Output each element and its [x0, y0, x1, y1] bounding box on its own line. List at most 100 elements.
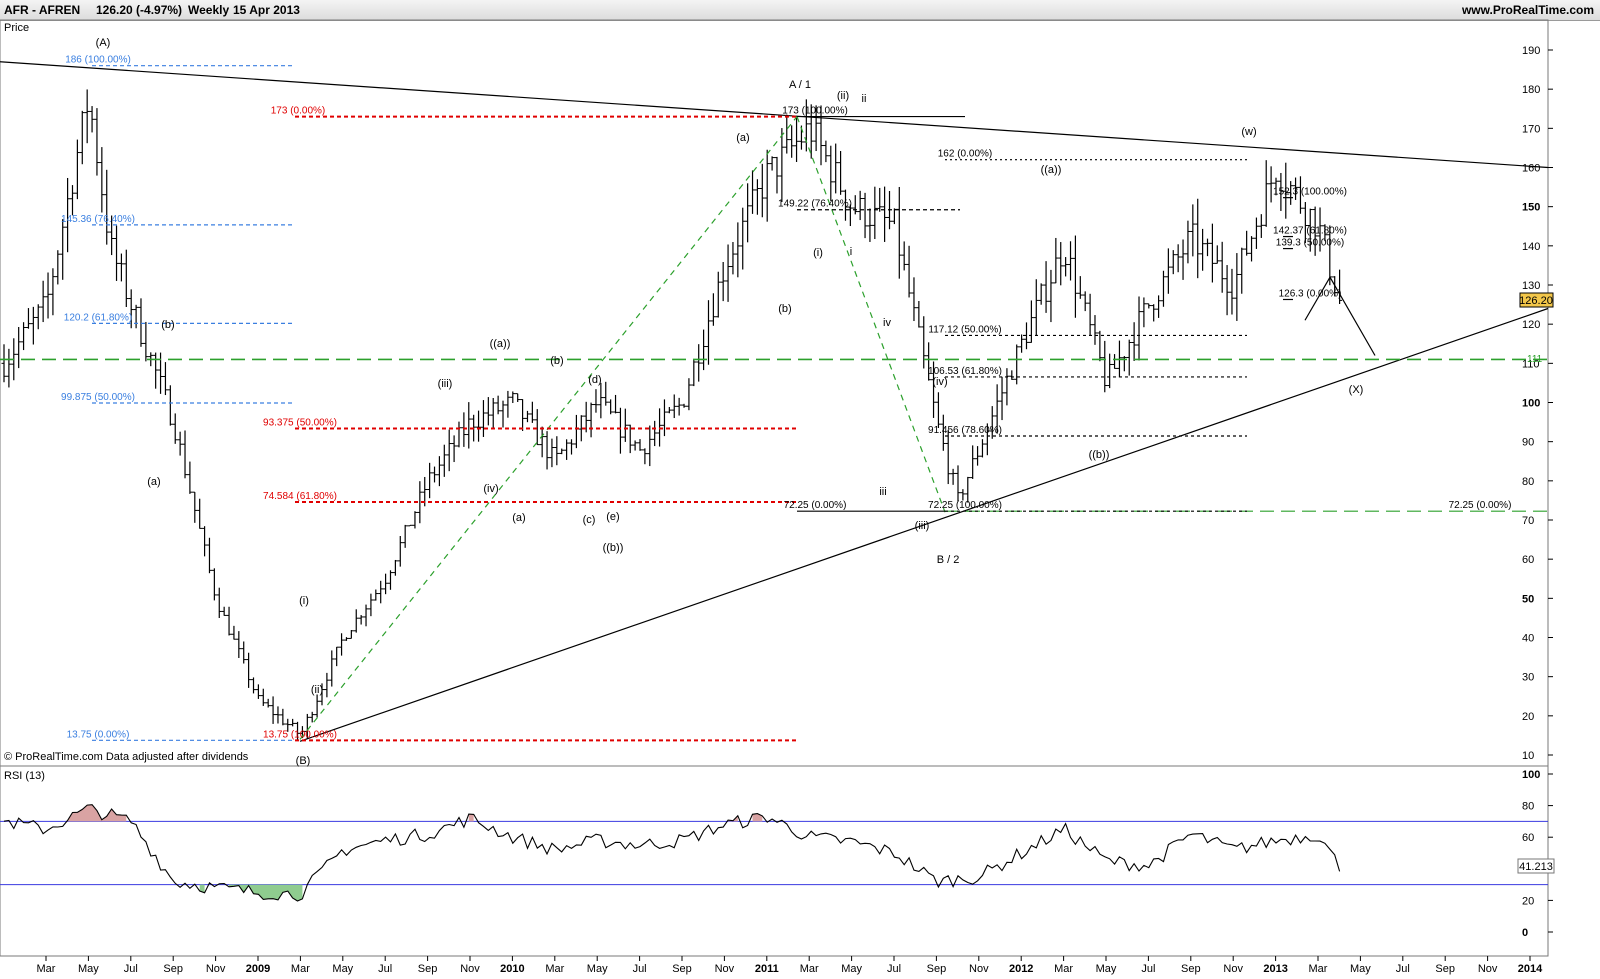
x-tick-label: Jul — [887, 963, 901, 975]
price-panel-label: Price — [4, 22, 29, 34]
price-tick-label: 20 — [1522, 711, 1534, 723]
fib-level-label: 99.875 (50.00%) — [61, 392, 135, 403]
price-tick-label: 190 — [1522, 45, 1540, 57]
rsi-panel-frame — [0, 765, 1549, 957]
wave-label: A / 1 — [789, 79, 811, 91]
last-rsi-badge — [1517, 858, 1555, 874]
wave-label: (i) — [813, 247, 823, 259]
wave-label: (a) — [736, 132, 749, 144]
price-tick-label: 100 — [1522, 398, 1540, 410]
wave-label: (iii) — [915, 520, 930, 532]
wave-label: (X) — [1349, 384, 1364, 396]
last-price-value: 126.20 — [1519, 295, 1553, 307]
ticker-label: AFR - AFREN — [4, 3, 81, 17]
price-tick-label: 90 — [1522, 437, 1534, 449]
price-tick-label: 40 — [1522, 633, 1534, 645]
wave-label: ((b)) — [1089, 449, 1110, 461]
wave-label: B / 2 — [937, 554, 960, 566]
fib-level-label: 142.37 (61.80%) — [1273, 226, 1347, 237]
wave-label: ((a)) — [1041, 164, 1062, 176]
x-tick-label: May — [78, 963, 99, 975]
price-tick-label: 110 — [1522, 358, 1540, 370]
wave-labels-layer: (A) (B) (a) (b) (i) (ii) (iii) (iv) ((a)) (b) (d) (… — [96, 37, 1364, 767]
fib-level-label: 162 (0.00%) — [938, 149, 992, 160]
hline-label: 111 — [1527, 354, 1543, 365]
price-panel-frame — [0, 19, 1549, 767]
x-tick-label: May — [1096, 963, 1117, 975]
price-tick-label: 180 — [1522, 84, 1540, 96]
last-price-badge — [1519, 292, 1554, 308]
wave-label: ii — [862, 93, 867, 105]
x-tick-label: Sep — [1181, 963, 1201, 975]
fib-level-label: 72.25 (0.00%) — [784, 500, 847, 511]
wave-label: (a) — [512, 512, 525, 524]
rsi-tick-label: 80 — [1522, 801, 1534, 813]
wave-label: (e) — [606, 511, 619, 523]
rsi-overbought-area — [67, 804, 127, 822]
wave-label: (a) — [147, 476, 160, 488]
price-bars-layer — [1, 89, 1343, 740]
rsi-tick-label: 100 — [1522, 769, 1540, 781]
x-tick-label: May — [332, 963, 353, 975]
x-tick-label: Jul — [1396, 963, 1410, 975]
wave-label: ((b)) — [603, 542, 624, 554]
x-tick-label: Nov — [1223, 963, 1243, 975]
fib-level-label: 13.75 (100.00%) — [263, 729, 337, 740]
price-tick-label: 10 — [1522, 750, 1534, 762]
fib-level-label: 13.75 (0.00%) — [67, 729, 130, 740]
x-tick-label: Jul — [124, 963, 138, 975]
x-tick-label: Nov — [1478, 963, 1498, 975]
wave-label: (iv) — [483, 483, 498, 495]
x-tick-label: Mar — [1054, 963, 1073, 975]
x-tick-label: 2012 — [1009, 963, 1033, 975]
wave-label: (b) — [778, 303, 791, 315]
x-tick-label: Sep — [1435, 963, 1455, 975]
wave-label: i — [850, 246, 852, 258]
rsi-tick-label: 0 — [1522, 927, 1528, 939]
rsi-tick-label: 60 — [1522, 832, 1534, 844]
rsi-layer — [0, 804, 1548, 902]
x-tick-label: Sep — [163, 963, 183, 975]
trendlines-layer — [0, 61, 1549, 742]
lower-trendline — [299, 307, 1549, 742]
fib-level-label: 139.3 (50.00%) — [1276, 238, 1344, 249]
fib-level-label: 152.3 (100.00%) — [1273, 187, 1347, 198]
x-tick-label: Mar — [800, 963, 819, 975]
price-tick-label: 30 — [1522, 672, 1534, 684]
fib-level-label: 145.36 (76.40%) — [61, 214, 135, 225]
x-tick-label: Jul — [633, 963, 647, 975]
x-tick-label: May — [841, 963, 862, 975]
rsi-oversold-area — [199, 884, 205, 893]
wave-label: (i) — [299, 595, 309, 607]
price-tick-label: 80 — [1522, 476, 1534, 488]
rsi-overbought-area — [752, 813, 763, 822]
fib-level-label: 120.2 (61.80%) — [64, 312, 132, 323]
x-tick-label: Mar — [545, 963, 564, 975]
wave-label: (iv) — [932, 376, 947, 388]
x-tick-label: 2014 — [1518, 963, 1543, 975]
x-tick-label: Sep — [418, 963, 438, 975]
price-tick-label: 120 — [1522, 319, 1540, 331]
x-tick-label: 2009 — [246, 963, 270, 975]
x-tick-label: 2013 — [1263, 963, 1287, 975]
x-tick-label: Nov — [969, 963, 989, 975]
x-tick-label: Nov — [460, 963, 480, 975]
x-tick-label: Jul — [1141, 963, 1155, 975]
fib-level-label: 126.3 (0.00%) — [1279, 288, 1342, 299]
price-tick-label: 70 — [1522, 515, 1534, 527]
wave-b-projection — [796, 116, 946, 513]
rsi-tick-label: 20 — [1522, 895, 1534, 907]
price-tick-label: 140 — [1522, 241, 1540, 253]
rsi-overbought-area — [468, 814, 474, 822]
fib-level-label: 173 (0.00%) — [271, 106, 325, 117]
fib-level-label: 93.375 (50.00%) — [263, 417, 337, 428]
x-tick-label: 2010 — [500, 963, 524, 975]
period-label: Weekly — [188, 3, 230, 17]
x-tick-label: May — [1350, 963, 1371, 975]
wave-label: (b) — [161, 319, 174, 331]
x-tick-label: Jul — [378, 963, 392, 975]
x-tick-label: 2011 — [755, 963, 779, 975]
forecast-up — [1304, 276, 1331, 321]
wave-label: (ii) — [837, 90, 849, 102]
fib-level-label: 186 (100.00%) — [65, 55, 131, 66]
